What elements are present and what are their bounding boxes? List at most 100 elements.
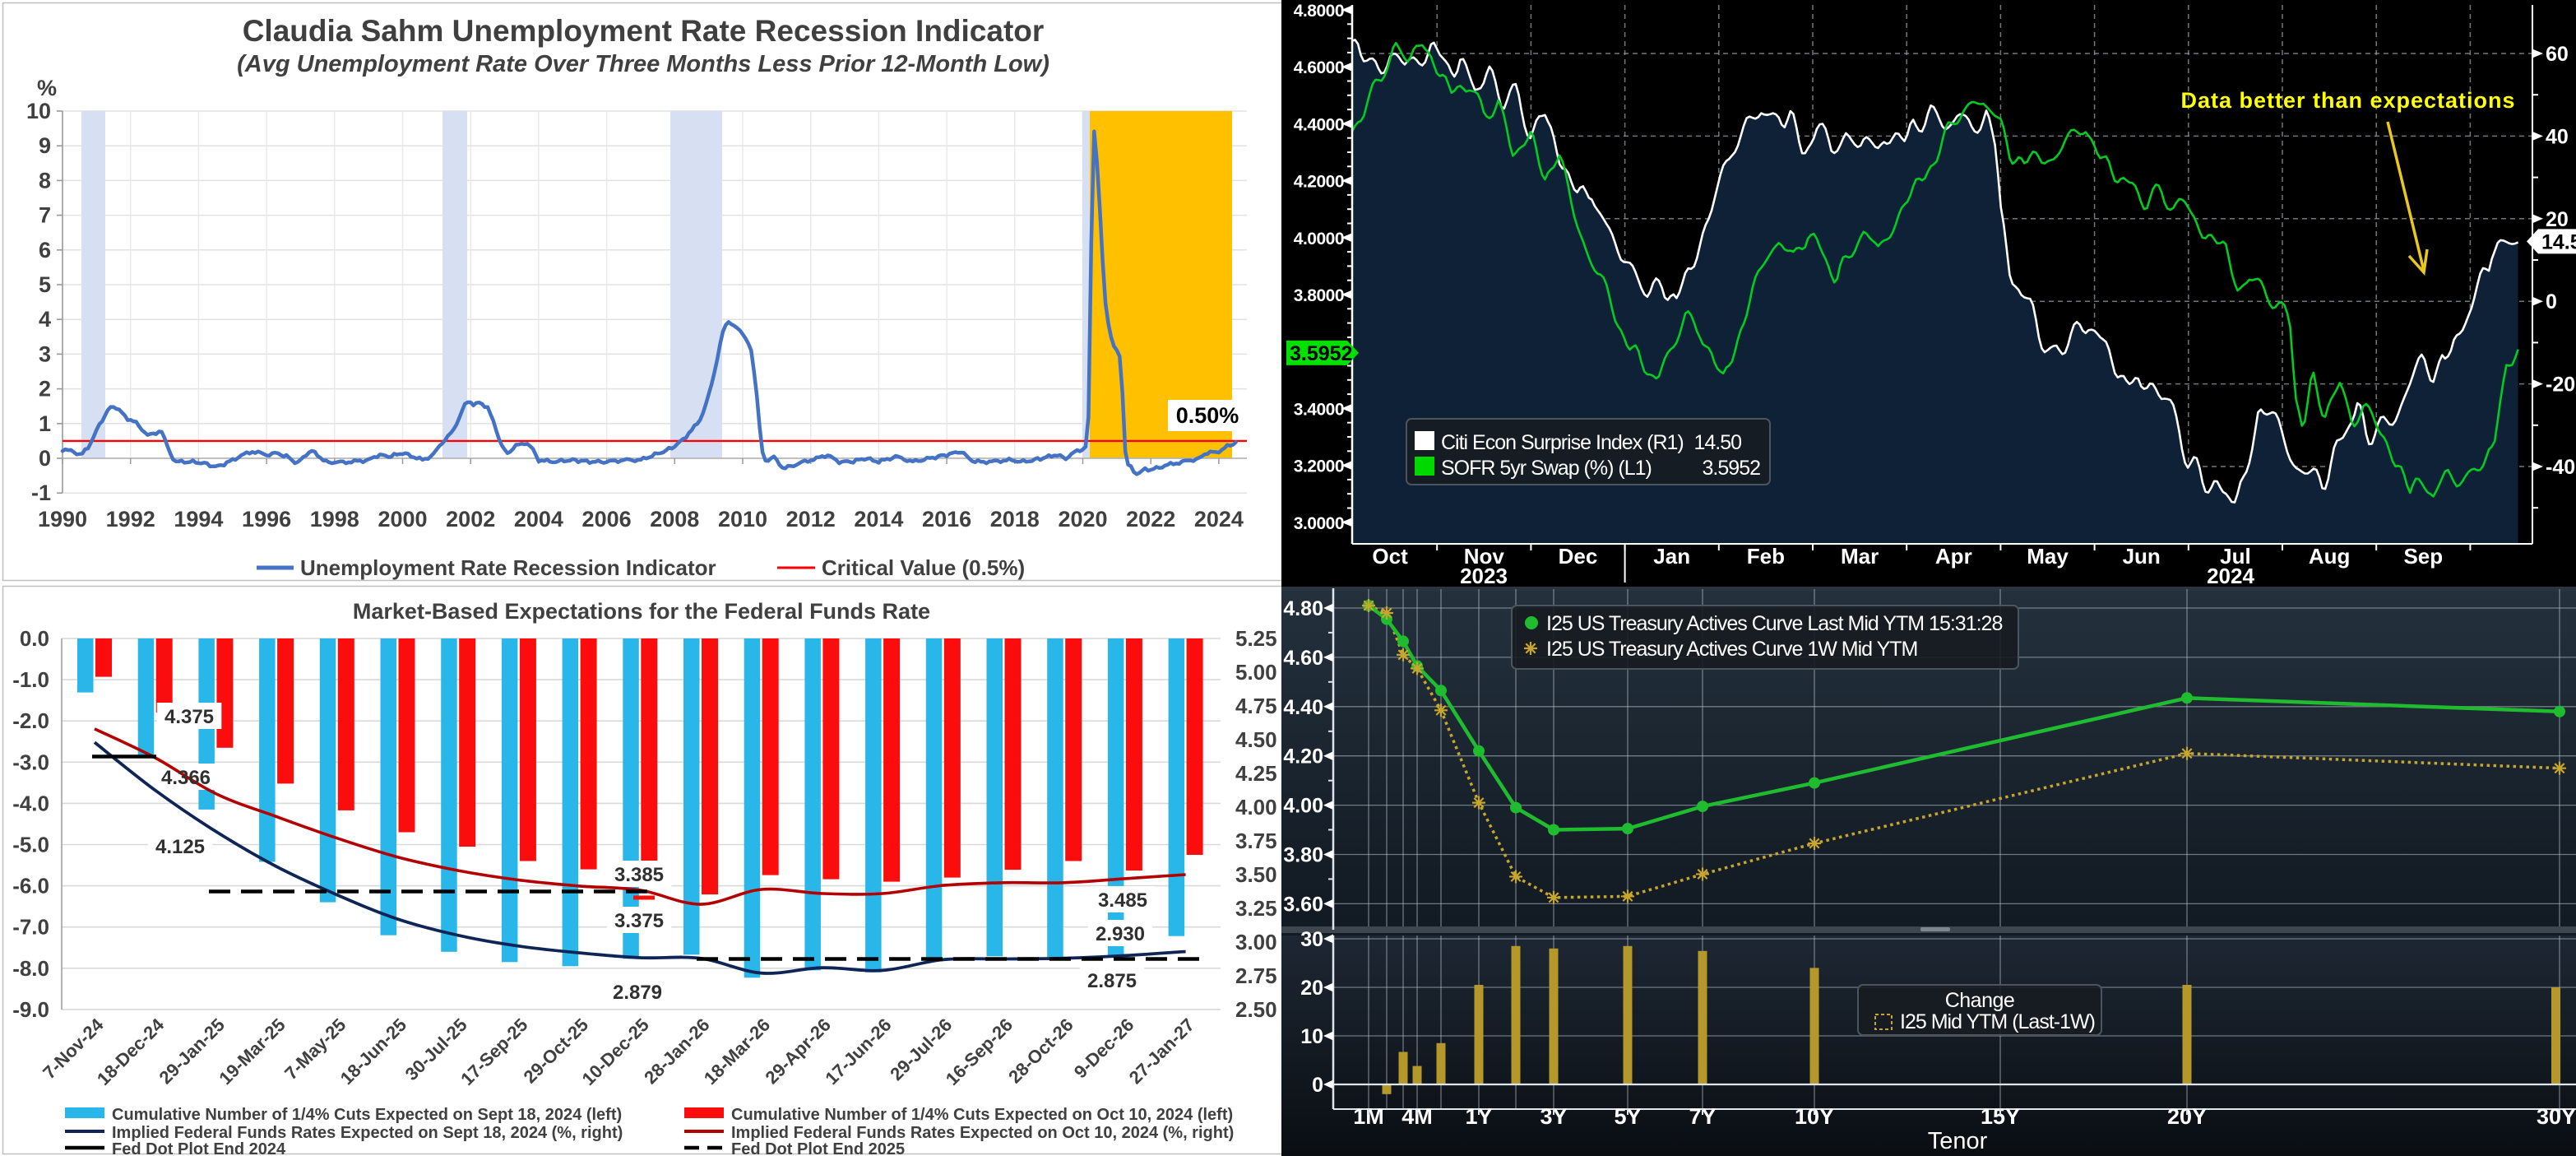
svg-text:5.25: 5.25 <box>1235 626 1277 651</box>
svg-text:-20: -20 <box>2546 374 2575 397</box>
svg-text:30Y: 30Y <box>2537 1104 2576 1129</box>
svg-text:-40: -40 <box>2546 456 2575 479</box>
svg-text:2012: 2012 <box>786 507 836 532</box>
svg-text:5Y: 5Y <box>1614 1104 1641 1129</box>
svg-text:Oct: Oct <box>1372 544 1408 569</box>
svg-text:-2.0: -2.0 <box>12 708 49 733</box>
svg-text:Cumulative Number of 1/4% Cuts: Cumulative Number of 1/4% Cuts Expected … <box>731 1106 1233 1124</box>
svg-text:Jan: Jan <box>1653 544 1690 569</box>
svg-text:Feb: Feb <box>1747 544 1785 569</box>
svg-text:2023: 2023 <box>1460 564 1508 587</box>
svg-text:0: 0 <box>39 446 51 471</box>
svg-text:1Y: 1Y <box>1465 1104 1492 1129</box>
svg-text:3.60: 3.60 <box>1283 893 1323 916</box>
svg-text:4: 4 <box>39 307 51 332</box>
svg-text:4.75: 4.75 <box>1235 694 1277 718</box>
svg-text:20: 20 <box>1300 977 1323 1000</box>
svg-text:Unemployment Rate Recession In: Unemployment Rate Recession Indicator <box>300 555 716 580</box>
svg-text:Sep: Sep <box>2403 544 2443 569</box>
svg-text:4M: 4M <box>1402 1104 1433 1129</box>
svg-text:0.50%: 0.50% <box>1176 403 1239 428</box>
svg-text:1992: 1992 <box>106 507 155 532</box>
svg-text:0: 0 <box>1312 1074 1323 1097</box>
svg-text:15Y: 15Y <box>1981 1104 2020 1129</box>
svg-text:3.485: 3.485 <box>1098 889 1147 912</box>
svg-text:2024: 2024 <box>2207 564 2254 587</box>
svg-text:1998: 1998 <box>310 507 359 532</box>
svg-text:Claudia Sahm Unemployment Rate: Claudia Sahm Unemployment Rate Recession… <box>243 14 1045 48</box>
svg-text:4.50: 4.50 <box>1235 727 1277 752</box>
svg-text:2016: 2016 <box>922 507 971 532</box>
svg-text:Apr: Apr <box>1935 544 1972 569</box>
svg-text:Nov: Nov <box>1464 544 1505 569</box>
svg-text:Critical Value (0.5%): Critical Value (0.5%) <box>822 555 1025 580</box>
svg-text:20Y: 20Y <box>2167 1104 2207 1129</box>
svg-text:-7.0: -7.0 <box>12 915 49 940</box>
svg-text:60: 60 <box>2546 43 2569 66</box>
svg-text:2006: 2006 <box>582 507 632 532</box>
svg-text:(Avg Unemployment Rate Over Th: (Avg Unemployment Rate Over Three Months… <box>237 51 1049 77</box>
svg-text:2018: 2018 <box>990 507 1040 532</box>
svg-text:Market-Based Expectations for: Market-Based Expectations for the Federa… <box>353 599 930 624</box>
svg-text:3.2000: 3.2000 <box>1294 457 1344 476</box>
svg-text:4.40: 4.40 <box>1283 696 1323 719</box>
svg-text:2022: 2022 <box>1126 507 1175 532</box>
svg-text:30: 30 <box>1300 928 1323 951</box>
svg-text:4.25: 4.25 <box>1235 761 1277 786</box>
svg-text:3.385: 3.385 <box>614 864 664 886</box>
svg-text:3.80: 3.80 <box>1283 844 1323 867</box>
svg-text:3.375: 3.375 <box>614 910 664 932</box>
svg-text:May: May <box>2027 544 2069 569</box>
svg-text:2000: 2000 <box>378 507 427 532</box>
svg-text:Mar: Mar <box>1841 544 1879 569</box>
svg-text:5: 5 <box>39 272 51 297</box>
svg-text:2020: 2020 <box>1058 507 1107 532</box>
svg-text:2004: 2004 <box>514 507 563 532</box>
svg-text:-1: -1 <box>31 481 51 505</box>
svg-text:8: 8 <box>39 168 51 193</box>
svg-text:4.00: 4.00 <box>1283 795 1323 818</box>
svg-text:7Y: 7Y <box>1689 1104 1716 1129</box>
svg-text:Fed Dot Plot End 2025: Fed Dot Plot End 2025 <box>731 1140 905 1156</box>
svg-text:3.75: 3.75 <box>1235 829 1277 853</box>
svg-text:1M: 1M <box>1353 1104 1384 1129</box>
svg-text:14.50: 14.50 <box>1693 431 1741 454</box>
svg-text:2.879: 2.879 <box>613 982 662 1004</box>
svg-text:3.5952: 3.5952 <box>1290 342 1352 365</box>
svg-text:2010: 2010 <box>718 507 767 532</box>
svg-text:Tenor: Tenor <box>1928 1128 1988 1154</box>
svg-text:4.366: 4.366 <box>161 767 211 789</box>
svg-text:3.00: 3.00 <box>1235 930 1277 954</box>
svg-text:2.930: 2.930 <box>1096 923 1145 945</box>
svg-text:2008: 2008 <box>650 507 699 532</box>
svg-text:1994: 1994 <box>174 507 223 532</box>
svg-text:10Y: 10Y <box>1795 1104 1834 1129</box>
svg-text:4.6000: 4.6000 <box>1294 58 1344 77</box>
svg-text:-6.0: -6.0 <box>12 874 49 898</box>
svg-text:Jun: Jun <box>2123 544 2161 569</box>
svg-text:I25 US Treasury Actives Curve: I25 US Treasury Actives Curve Last Mid Y… <box>1546 612 2002 635</box>
svg-text:I25 Mid YTM (Last-1W): I25 Mid YTM (Last-1W) <box>1900 1010 2095 1033</box>
svg-text:Jul: Jul <box>2220 544 2251 569</box>
svg-text:Citi Econ Surprise Index (R1): Citi Econ Surprise Index (R1) <box>1441 431 1684 454</box>
svg-text:2.75: 2.75 <box>1235 963 1277 988</box>
svg-text:Implied Federal Funds Rates Ex: Implied Federal Funds Rates Expected on … <box>112 1124 623 1142</box>
svg-text:3Y: 3Y <box>1540 1104 1567 1129</box>
svg-text:Fed Dot Plot End 2024: Fed Dot Plot End 2024 <box>112 1140 286 1156</box>
svg-text:3.4000: 3.4000 <box>1294 400 1344 419</box>
svg-text:2.50: 2.50 <box>1235 997 1277 1022</box>
svg-text:10: 10 <box>26 99 51 123</box>
svg-text:9: 9 <box>39 133 51 158</box>
svg-text:2014: 2014 <box>854 507 903 532</box>
svg-text:-5.0: -5.0 <box>12 833 49 857</box>
svg-text:4.60: 4.60 <box>1283 647 1323 670</box>
svg-text:-9.0: -9.0 <box>12 997 49 1022</box>
svg-text:-8.0: -8.0 <box>12 956 49 981</box>
svg-text:4.20: 4.20 <box>1283 745 1323 768</box>
svg-text:1: 1 <box>39 411 51 436</box>
svg-text:%: % <box>37 76 57 100</box>
svg-text:3: 3 <box>39 341 51 366</box>
svg-text:3.50: 3.50 <box>1235 862 1277 887</box>
svg-text:Change: Change <box>1945 989 2015 1012</box>
svg-text:3.5952: 3.5952 <box>1703 457 1761 480</box>
